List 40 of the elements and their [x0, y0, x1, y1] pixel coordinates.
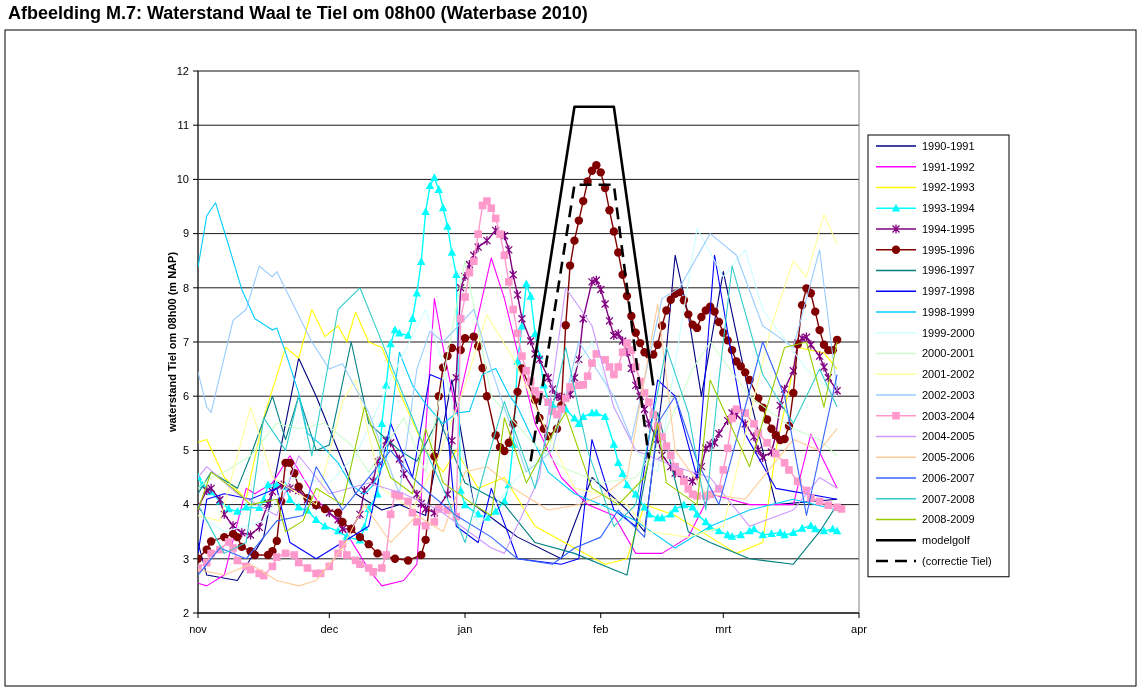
legend-label: 1995-1996	[922, 243, 975, 256]
x-tick-label: apr	[851, 623, 868, 635]
legend-label: 2007-2008	[922, 492, 975, 505]
legend-label: 1996-1997	[922, 264, 975, 277]
legend-label: 2001-2002	[922, 368, 975, 381]
legend-label: 1992-1993	[922, 181, 975, 194]
legend-label: 2002-2003	[922, 388, 975, 401]
y-tick-label: 8	[182, 281, 189, 294]
legend-label: 1991-1992	[922, 160, 975, 173]
chart-title: Afbeelding M.7: Waterstand Waal te Tiel om 08h00 (Waterbase 2010)	[8, 3, 588, 23]
y-tick-label: 11	[177, 119, 189, 132]
y-tick-label: 4	[182, 498, 189, 511]
legend-label: 2005-2006	[922, 451, 975, 464]
legend-label: 2004-2005	[922, 430, 975, 443]
x-tick-label: nov	[189, 623, 208, 635]
legend-label: 1998-1999	[922, 305, 975, 318]
y-tick-label: 5	[182, 444, 189, 457]
x-tick-label: jan	[456, 623, 473, 635]
y-tick-label: 2	[182, 606, 189, 619]
legend-label: 1997-1998	[922, 285, 975, 298]
legend-label: 2008-2009	[922, 513, 975, 526]
y-tick-label: 10	[176, 173, 189, 186]
legend-label: 2006-2007	[922, 471, 975, 484]
legend-label: modelgolf	[922, 534, 971, 547]
legend-label: 1993-1994	[922, 202, 975, 215]
y-tick-label: 3	[182, 552, 189, 565]
x-tick-label: dec	[320, 623, 339, 635]
y-tick-label: 9	[182, 227, 189, 240]
legend-label: 2003-2004	[922, 409, 975, 422]
y-tick-label: 12	[176, 64, 189, 77]
legend-label: 1999-2000	[922, 326, 975, 339]
x-tick-label: mrt	[715, 623, 732, 635]
legend-label: (correctie Tiel)	[922, 554, 992, 567]
y-tick-label: 7	[182, 335, 189, 348]
y-tick-label: 6	[182, 390, 189, 403]
x-tick-label: feb	[593, 623, 609, 635]
legend-label: 1990-1991	[922, 139, 975, 152]
y-axis-title: waterstand Tiel om 08h00 (m NAP)	[166, 251, 178, 434]
legend-label: 2000-2001	[922, 347, 975, 360]
legend-label: 1994-1995	[922, 222, 975, 235]
